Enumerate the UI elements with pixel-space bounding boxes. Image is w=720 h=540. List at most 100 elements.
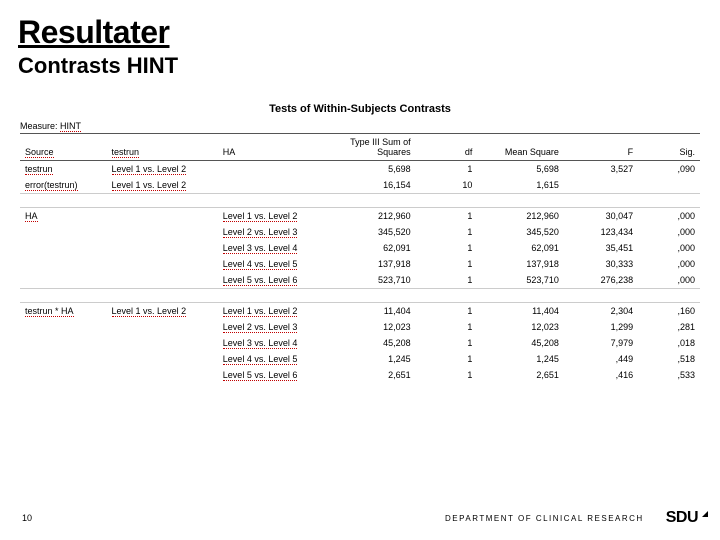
cell-f: ,449 xyxy=(564,351,638,367)
cell-source xyxy=(20,335,107,351)
cell-df: 1 xyxy=(416,351,478,367)
cell-f: ,416 xyxy=(564,367,638,383)
cell-ms: 1,245 xyxy=(477,351,564,367)
table-row: Level 2 vs. Level 312,023112,0231,299,28… xyxy=(20,319,700,335)
cell-ha: Level 4 vs. Level 5 xyxy=(218,256,329,272)
cell-df: 1 xyxy=(416,224,478,240)
cell-sig: ,018 xyxy=(638,335,700,351)
cell-ha: Level 3 vs. Level 4 xyxy=(218,240,329,256)
footer-right: DEPARTMENT OF CLINICAL RESEARCH SDU xyxy=(445,509,698,527)
cell-ha: Level 5 vs. Level 6 xyxy=(218,272,329,289)
table-row: error(testrun)Level 1 vs. Level 216,1541… xyxy=(20,177,700,194)
measure-value: HINT xyxy=(60,121,81,132)
cell-df: 10 xyxy=(416,177,478,194)
cell-f: 276,238 xyxy=(564,272,638,289)
cell-ss: 2,651 xyxy=(329,367,416,383)
cell-f: 35,451 xyxy=(564,240,638,256)
table-row: Level 5 vs. Level 62,65112,651,416,533 xyxy=(20,367,700,383)
cell-ms: 2,651 xyxy=(477,367,564,383)
table-row: testrunLevel 1 vs. Level 25,69815,6983,5… xyxy=(20,161,700,178)
table-row: Level 2 vs. Level 3345,5201345,520123,43… xyxy=(20,224,700,240)
cell-source xyxy=(20,240,107,256)
cell-ha: Level 2 vs. Level 3 xyxy=(218,224,329,240)
cell-testrun: Level 1 vs. Level 2 xyxy=(107,161,218,178)
cell-f xyxy=(564,177,638,194)
cell-f: 1,299 xyxy=(564,319,638,335)
cell-f: 30,333 xyxy=(564,256,638,272)
cell-ms: 345,520 xyxy=(477,224,564,240)
header-sig: Sig. xyxy=(638,134,700,161)
cell-df: 1 xyxy=(416,319,478,335)
cell-source xyxy=(20,367,107,383)
cell-testrun xyxy=(107,224,218,240)
cell-ha: Level 4 vs. Level 5 xyxy=(218,351,329,367)
table-row: HALevel 1 vs. Level 2212,9601212,96030,0… xyxy=(20,208,700,225)
logo: SDU xyxy=(666,509,698,527)
cell-testrun xyxy=(107,256,218,272)
cell-ms: 62,091 xyxy=(477,240,564,256)
cell-ss: 137,918 xyxy=(329,256,416,272)
table-row: Level 3 vs. Level 462,091162,09135,451,0… xyxy=(20,240,700,256)
cell-df: 1 xyxy=(416,303,478,320)
header-ha: HA xyxy=(218,134,329,161)
cell-f: 2,304 xyxy=(564,303,638,320)
contrasts-table-wrap: Tests of Within-Subjects Contrasts Measu… xyxy=(18,95,702,391)
department-label: DEPARTMENT OF CLINICAL RESEARCH xyxy=(445,514,644,523)
cell-df: 1 xyxy=(416,240,478,256)
cell-source xyxy=(20,351,107,367)
cell-f: 3,527 xyxy=(564,161,638,178)
cell-ms: 11,404 xyxy=(477,303,564,320)
cell-ss: 212,960 xyxy=(329,208,416,225)
cell-testrun xyxy=(107,367,218,383)
cell-sig: ,518 xyxy=(638,351,700,367)
cell-testrun xyxy=(107,319,218,335)
cell-ms: 137,918 xyxy=(477,256,564,272)
cell-ss: 62,091 xyxy=(329,240,416,256)
table-gap-row xyxy=(20,194,700,208)
cell-sig: ,090 xyxy=(638,161,700,178)
cell-source: testrun xyxy=(20,161,107,178)
cell-df: 1 xyxy=(416,367,478,383)
cell-ss: 5,698 xyxy=(329,161,416,178)
cell-sig: ,533 xyxy=(638,367,700,383)
table-row: Level 3 vs. Level 445,208145,2087,979,01… xyxy=(20,335,700,351)
cell-ha xyxy=(218,161,329,178)
table-row: Level 4 vs. Level 51,24511,245,449,518 xyxy=(20,351,700,367)
cell-ha: Level 5 vs. Level 6 xyxy=(218,367,329,383)
cell-sig: ,000 xyxy=(638,208,700,225)
cell-testrun xyxy=(107,351,218,367)
table-row: testrun * HALevel 1 vs. Level 2Level 1 v… xyxy=(20,303,700,320)
cell-testrun xyxy=(107,335,218,351)
cell-ms: 523,710 xyxy=(477,272,564,289)
cell-ha: Level 1 vs. Level 2 xyxy=(218,208,329,225)
contrasts-table: Source testrun HA Type III Sum of Square… xyxy=(20,133,700,383)
cell-ss: 523,710 xyxy=(329,272,416,289)
table-header: Source testrun HA Type III Sum of Square… xyxy=(20,134,700,161)
cell-ss: 1,245 xyxy=(329,351,416,367)
cell-sig: ,160 xyxy=(638,303,700,320)
cell-ss: 11,404 xyxy=(329,303,416,320)
table-gap-row xyxy=(20,289,700,303)
cell-sig xyxy=(638,177,700,194)
cell-source: testrun * HA xyxy=(20,303,107,320)
cell-ha: Level 2 vs. Level 3 xyxy=(218,319,329,335)
cell-df: 1 xyxy=(416,161,478,178)
header-ss: Type III Sum of Squares xyxy=(329,134,416,161)
cell-sig: ,000 xyxy=(638,240,700,256)
header-testrun: testrun xyxy=(107,134,218,161)
cell-testrun xyxy=(107,240,218,256)
cell-source xyxy=(20,224,107,240)
header-df: df xyxy=(416,134,478,161)
cell-ms: 45,208 xyxy=(477,335,564,351)
cell-df: 1 xyxy=(416,208,478,225)
cell-df: 1 xyxy=(416,335,478,351)
cell-source xyxy=(20,256,107,272)
measure-label: Measure: xyxy=(20,121,58,131)
cell-ms: 212,960 xyxy=(477,208,564,225)
table-row: Level 5 vs. Level 6523,7101523,710276,23… xyxy=(20,272,700,289)
cell-ss: 16,154 xyxy=(329,177,416,194)
slide: Resultater Contrasts HINT Tests of Withi… xyxy=(0,0,720,540)
cell-ss: 45,208 xyxy=(329,335,416,351)
table-body: testrunLevel 1 vs. Level 25,69815,6983,5… xyxy=(20,161,700,384)
cell-ms: 12,023 xyxy=(477,319,564,335)
